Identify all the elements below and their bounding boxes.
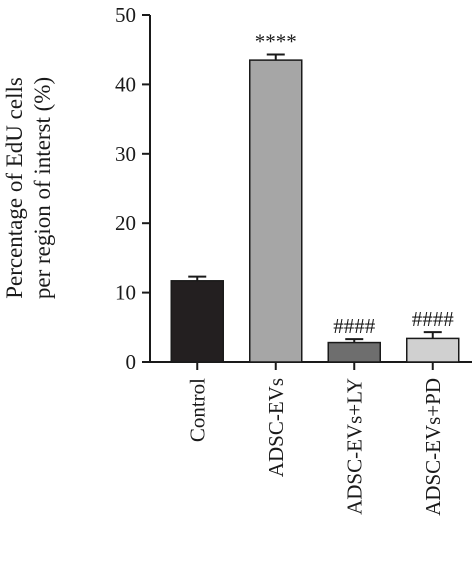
- error-bars: [188, 53, 442, 343]
- y-tick-label: 50: [115, 3, 136, 27]
- bar-3: [327, 341, 381, 363]
- y-tick-label: 40: [115, 72, 136, 96]
- significance-label: ****: [255, 30, 297, 54]
- bar-4: [406, 337, 460, 363]
- x-tick-label: Control: [185, 378, 209, 442]
- y-tick-label: 20: [115, 211, 136, 235]
- bars: [170, 59, 460, 363]
- y-axis-ticks: 0 10 20 30 40 50: [115, 3, 150, 374]
- x-tick-label: ADSC-EVs+PD: [421, 378, 445, 516]
- y-axis-label-line-1: Percentage of EdU cells: [2, 77, 27, 299]
- bar-2: [249, 59, 303, 363]
- y-tick-label: 0: [126, 350, 137, 374]
- y-axis-label: Percentage of EdU cells per region of in…: [2, 77, 55, 299]
- x-tick-label: ADSC-EVs+LY: [342, 378, 366, 515]
- y-axis-label-line-2: per region of interst (%): [30, 77, 55, 299]
- x-axis-labels: Control ADSC-EVs ADSC-EVs+LY ADSC-EVs+PD: [185, 362, 445, 516]
- significance-label: ####: [412, 307, 455, 331]
- bar-1: [170, 280, 224, 363]
- significance-markers: **** #### ####: [255, 30, 455, 339]
- significance-label: ####: [333, 314, 376, 338]
- x-tick-label: ADSC-EVs: [264, 378, 288, 477]
- y-tick-label: 10: [115, 281, 136, 305]
- y-tick-label: 30: [115, 142, 136, 166]
